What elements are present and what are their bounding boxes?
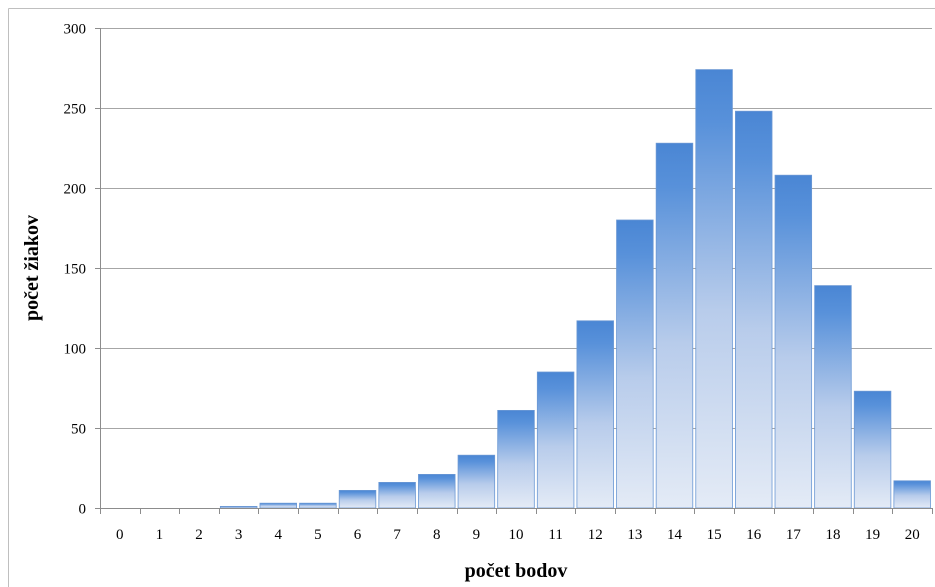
x-tick-label-4: 4 (275, 527, 283, 543)
x-tick-label-6: 6 (354, 527, 362, 543)
x-tick-label-20: 20 (905, 527, 920, 543)
bar-12 (576, 320, 614, 509)
bar-4 (259, 502, 297, 509)
bar-15 (695, 69, 733, 509)
y-tick-label-200: 200 (64, 182, 87, 198)
x-tick-label-0: 0 (116, 527, 124, 543)
bar-20 (893, 480, 931, 509)
bar-6 (338, 489, 377, 509)
bar-3 (219, 505, 258, 509)
x-tick-label-5: 5 (314, 527, 322, 543)
axes (95, 28, 933, 514)
bar-13 (616, 219, 654, 509)
x-tick-label-8: 8 (433, 527, 441, 543)
bar-7 (378, 481, 416, 509)
x-tick-label-7: 7 (393, 527, 401, 543)
y-tick-label-50: 50 (71, 422, 86, 438)
bar-18 (814, 285, 852, 509)
y-tick-labels: 0 50 100 150 200 250 300 (64, 22, 87, 518)
bar-19 (853, 390, 892, 509)
x-tick-label-14: 14 (667, 527, 683, 543)
x-tick-label-10: 10 (509, 527, 524, 543)
bar-5 (299, 502, 337, 509)
bar-8 (418, 473, 456, 509)
x-tick-label-18: 18 (825, 527, 840, 543)
y-tick-label-150: 150 (64, 262, 87, 278)
bar-11 (536, 371, 575, 509)
x-tick-label-12: 12 (588, 527, 603, 543)
y-tick-label-100: 100 (64, 342, 87, 358)
x-tick-label-11: 11 (548, 527, 562, 543)
x-tick-labels: 0 1 2 3 4 5 6 7 8 9 10 11 12 13 14 15 16 17 18 19 20 (116, 527, 920, 543)
bar-10 (497, 409, 535, 509)
y-tick-label-300: 300 (64, 22, 87, 38)
x-tick-label-17: 17 (786, 527, 802, 543)
bar-14 (655, 142, 694, 509)
y-axis-title: počet žiakov (21, 215, 43, 321)
x-tick-label-1: 1 (156, 527, 164, 543)
y-tick-label-0: 0 (79, 502, 87, 518)
x-tick-label-9: 9 (473, 527, 481, 543)
x-tick-label-13: 13 (627, 527, 642, 543)
x-axis-title: počet bodov (465, 560, 568, 582)
x-tick-label-16: 16 (746, 527, 762, 543)
x-tick-label-3: 3 (235, 527, 243, 543)
bar-9 (457, 454, 496, 509)
y-tick-label-250: 250 (64, 102, 87, 118)
x-tick-label-15: 15 (707, 527, 722, 543)
bars (219, 69, 931, 509)
x-tick-label-2: 2 (195, 527, 203, 543)
bar-17 (774, 174, 813, 509)
bar-16 (735, 110, 773, 509)
x-tick-label-19: 19 (865, 527, 880, 543)
